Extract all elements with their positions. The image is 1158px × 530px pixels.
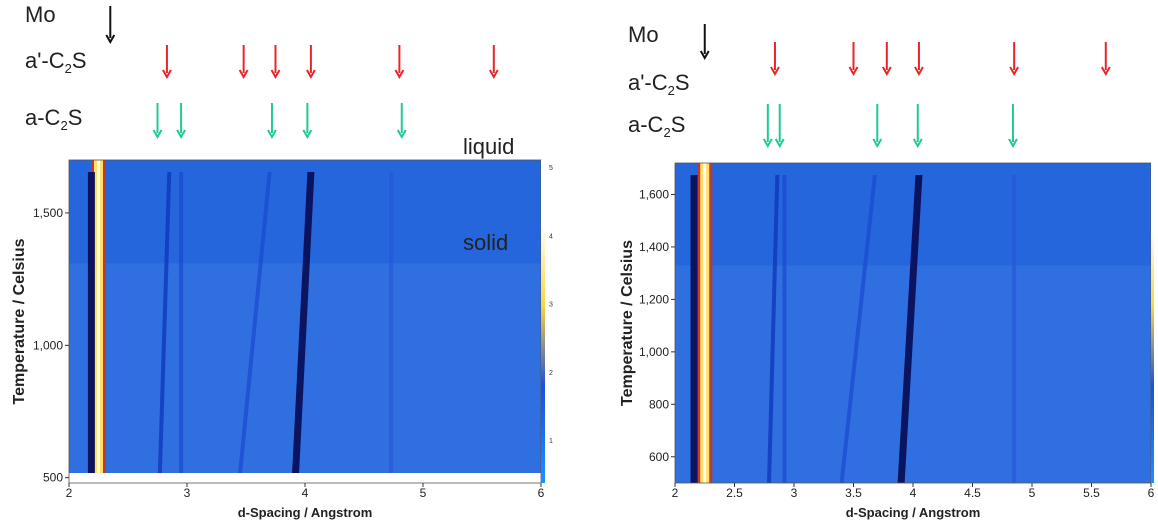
heatmap-band — [782, 175, 787, 483]
y-tick-label: 1,500 — [33, 206, 63, 220]
x-tick-label: 3.5 — [845, 486, 862, 500]
marker-row-label: a-C2S — [25, 105, 82, 133]
x-tick-label: 3 — [791, 486, 798, 500]
chart-panel-right: 2 2.5 3 3.5 4 4.5 5 5.5 6 600 800 1,000 1,200 1,400 1,… — [619, 22, 1155, 520]
heatmap-band — [767, 175, 780, 483]
peak-marker-arrow — [912, 104, 923, 149]
peak-marker-arrow — [396, 103, 407, 140]
heatmap-band-core — [703, 163, 707, 483]
y-axis-title: Temperature / Celsius — [619, 240, 636, 406]
marker-row-label: Mo — [628, 22, 659, 47]
peak-marker-arrow — [394, 45, 405, 80]
y-tick-label: 500 — [43, 471, 63, 485]
x-tick-label: 5.5 — [1083, 486, 1100, 500]
colorbar-tick-label: 2 — [549, 370, 553, 377]
peak-marker-arrow — [872, 104, 883, 149]
colorbar-tick-label: 3 — [549, 302, 553, 309]
x-tick-label: 2 — [66, 486, 73, 500]
y-tick-label: 1,600 — [639, 187, 669, 201]
peak-marker-arrow — [267, 103, 277, 140]
marker-row-label: a'-C2S — [25, 48, 87, 76]
colorbar-tick-label: 4 — [549, 233, 553, 240]
y-tick-label: 1,200 — [639, 292, 669, 306]
x-tick-label: 6 — [1148, 486, 1155, 500]
heatmap-band — [87, 172, 95, 473]
heatmap-band — [292, 172, 315, 473]
x-tick-label: 3 — [184, 486, 191, 500]
x-tick-label: 5 — [1029, 486, 1036, 500]
peak-marker-arrow — [770, 42, 780, 77]
y-tick-label: 1,400 — [639, 240, 669, 254]
marker-row-label: a'-C2S — [628, 70, 690, 98]
heatmap-band — [690, 175, 698, 483]
peak-marker-arrow — [306, 45, 316, 80]
x-tick-label: 4.5 — [964, 486, 981, 500]
colorbar-tick-label: 1 — [549, 438, 553, 445]
peak-marker-arrow — [848, 42, 859, 77]
colorbar — [1151, 163, 1154, 483]
heatmap-band — [839, 175, 877, 483]
peak-marker-arrow — [162, 45, 172, 80]
peak-marker-arrow — [881, 42, 892, 77]
heatmap-band — [1012, 175, 1017, 483]
phase-label-solid: solid — [463, 230, 508, 255]
marker-row-label: Mo — [25, 2, 56, 27]
y-tick-label: 1,000 — [33, 338, 63, 352]
peak-marker-arrow — [699, 24, 710, 61]
x-tick-label: 6 — [538, 486, 545, 500]
x-axis-title: d-Spacing / Angstrom — [238, 505, 373, 520]
y-tick-label: 600 — [649, 450, 669, 464]
peak-marker-arrow — [176, 103, 186, 140]
x-tick-label: 4 — [910, 486, 917, 500]
peak-marker-arrow — [152, 103, 163, 140]
x-axis-title: d-Spacing / Angstrom — [846, 505, 981, 520]
heatmap-band — [897, 175, 923, 483]
marker-row-label: a-C2S — [628, 112, 685, 140]
y-tick-label: 1,000 — [639, 345, 669, 359]
colorbar — [541, 160, 545, 483]
x-tick-label: 2.5 — [726, 486, 743, 500]
peak-marker-arrow — [914, 42, 924, 77]
peak-marker-arrow — [762, 104, 773, 149]
peak-marker-arrow — [105, 6, 116, 45]
peak-marker-arrow — [270, 45, 281, 80]
x-tick-label: 4 — [302, 486, 309, 500]
y-axis-title: Temperature / Celsius — [11, 238, 28, 404]
y-tick-label: 800 — [649, 397, 669, 411]
heatmap-band — [157, 172, 172, 473]
peak-marker-arrow — [1009, 42, 1020, 77]
heatmap-band-core — [97, 160, 100, 473]
chart-panel-left: 1 2 3 4 5 2 3 4 5 6 500 1,000 1,500 d-Spacing / Angst… — [11, 2, 553, 520]
heatmap-band — [238, 172, 272, 473]
heatmap-blank-strip — [69, 473, 541, 483]
phase-label-liquid: liquid — [463, 134, 514, 159]
peak-marker-arrow — [1100, 42, 1111, 77]
heatmap-band — [179, 172, 184, 473]
peak-marker-arrow — [1008, 104, 1018, 149]
x-tick-label: 2 — [672, 486, 679, 500]
colorbar-tick-label: 5 — [549, 165, 553, 172]
heatmap-band — [389, 172, 394, 473]
peak-marker-arrow — [774, 104, 785, 149]
peak-marker-arrow — [238, 45, 249, 80]
x-tick-label: 5 — [420, 486, 427, 500]
peak-marker-arrow — [488, 45, 499, 80]
peak-marker-arrow — [302, 103, 313, 140]
